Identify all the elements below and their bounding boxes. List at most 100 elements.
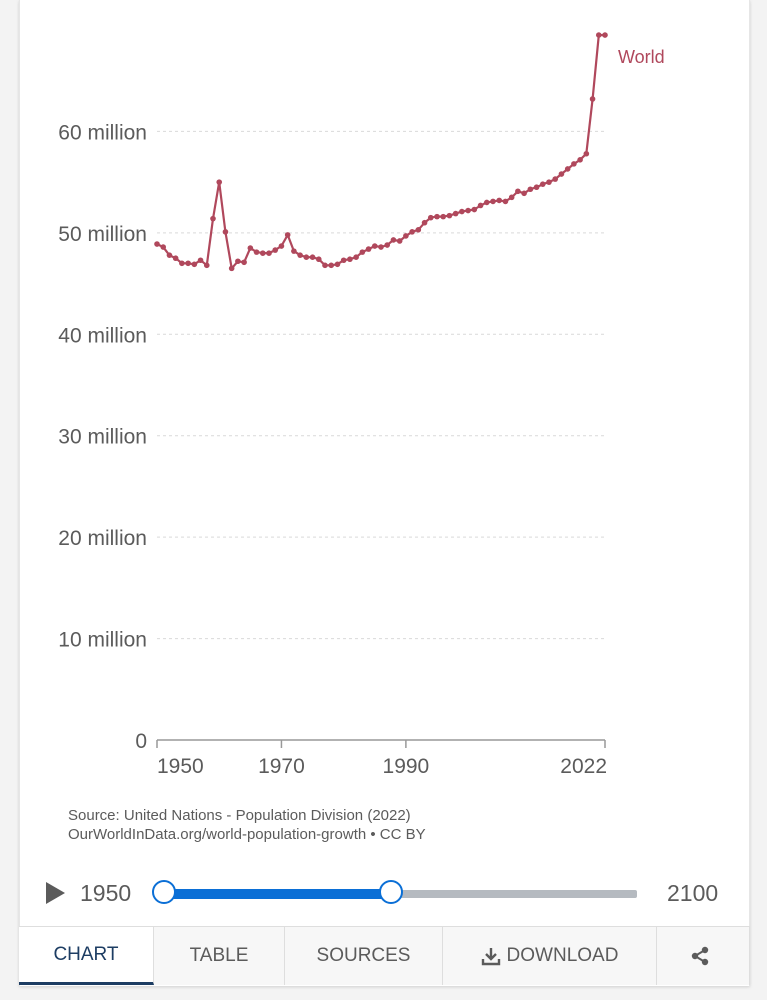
download-icon (481, 948, 500, 966)
data-point[interactable] (403, 233, 409, 239)
data-point[interactable] (253, 249, 260, 255)
line-chart: 0 10 million 20 million 30 million 40 millio… (58, 32, 665, 778)
data-point[interactable] (384, 242, 391, 248)
data-point[interactable] (465, 207, 471, 214)
data-point[interactable] (315, 256, 322, 263)
data-point[interactable] (477, 202, 484, 209)
data-point[interactable] (179, 260, 185, 267)
y-tick-label: 50 million (58, 223, 147, 246)
data-point[interactable] (185, 260, 191, 267)
tab-download-label: DOWNLOAD (506, 945, 619, 966)
x-tick-label: 1990 (383, 755, 430, 778)
data-point[interactable] (359, 249, 366, 255)
x-tick-label: 1950 (157, 755, 204, 778)
data-point[interactable] (396, 238, 403, 244)
data-point[interactable] (172, 255, 179, 262)
data-point[interactable] (160, 244, 167, 250)
data-point[interactable] (166, 252, 173, 258)
data-point[interactable] (334, 261, 341, 268)
data-point[interactable] (378, 244, 384, 250)
data-point[interactable] (459, 208, 465, 215)
data-point[interactable] (266, 250, 272, 256)
data-point[interactable] (571, 161, 577, 167)
data-point[interactable] (515, 188, 521, 195)
data-point[interactable] (228, 265, 235, 272)
tab-sources-label: SOURCES (316, 945, 411, 966)
x-tick-label: 2022 (560, 755, 607, 778)
data-point[interactable] (259, 250, 266, 256)
data-point[interactable] (278, 243, 285, 249)
data-point[interactable] (415, 227, 422, 233)
series-world[interactable]: World (154, 32, 665, 272)
data-point[interactable] (309, 254, 316, 260)
data-point[interactable] (322, 262, 328, 269)
timeline-start-handle[interactable] (152, 880, 176, 904)
data-point[interactable] (216, 179, 223, 185)
tab-table[interactable]: TABLE (154, 927, 285, 985)
data-point[interactable] (197, 257, 204, 264)
data-point[interactable] (203, 262, 210, 269)
data-point[interactable] (583, 150, 590, 157)
tab-chart-label: CHART (53, 943, 119, 965)
data-point[interactable] (340, 257, 347, 264)
tab-share[interactable] (657, 927, 750, 985)
tab-sources[interactable]: SOURCES (285, 927, 443, 985)
data-point[interactable] (291, 248, 297, 254)
data-point[interactable] (241, 259, 247, 266)
data-point[interactable] (210, 215, 216, 222)
data-point[interactable] (297, 252, 303, 258)
data-point[interactable] (409, 229, 415, 235)
data-point[interactable] (595, 32, 602, 38)
data-point[interactable] (452, 210, 459, 217)
data-point[interactable] (272, 247, 279, 253)
data-point[interactable] (471, 206, 478, 213)
play-icon[interactable] (46, 882, 65, 904)
series-label-world: World (618, 47, 665, 67)
data-point[interactable] (539, 181, 546, 187)
data-point[interactable] (508, 194, 515, 201)
source-url-line[interactable]: OurWorldInData.org/world-population-grow… (68, 826, 426, 843)
y-tick-label: 10 million (58, 629, 147, 652)
data-point[interactable] (390, 237, 397, 243)
data-point[interactable] (284, 232, 291, 238)
data-point[interactable] (328, 262, 335, 269)
data-point[interactable] (154, 241, 160, 247)
tab-download[interactable]: DOWNLOAD (443, 927, 657, 985)
data-point[interactable] (247, 245, 254, 251)
data-point[interactable] (533, 184, 540, 191)
data-point[interactable] (496, 197, 503, 204)
data-point[interactable] (564, 166, 571, 172)
data-point[interactable] (222, 229, 229, 235)
timeline-end-handle[interactable] (379, 880, 404, 904)
data-point[interactable] (191, 261, 198, 268)
data-point[interactable] (483, 199, 490, 206)
timeline-slider[interactable]: 1950 2100 (0, 870, 767, 920)
data-point[interactable] (589, 96, 596, 102)
data-point[interactable] (421, 219, 428, 226)
data-point[interactable] (502, 198, 509, 205)
timeline-selected-range[interactable] (164, 889, 392, 899)
y-tick-label: 40 million (58, 324, 147, 347)
data-point[interactable] (235, 258, 241, 265)
data-point[interactable] (371, 243, 378, 249)
tab-chart[interactable]: CHART (19, 927, 154, 985)
y-tick-label: 20 million (58, 527, 147, 550)
data-point[interactable] (347, 256, 353, 263)
data-point[interactable] (602, 32, 608, 38)
data-point[interactable] (353, 254, 359, 260)
data-point[interactable] (427, 214, 434, 221)
data-point[interactable] (434, 213, 440, 220)
data-point[interactable] (558, 171, 565, 177)
data-point[interactable] (490, 198, 496, 205)
data-point[interactable] (546, 179, 552, 185)
data-point[interactable] (365, 246, 372, 252)
data-point[interactable] (303, 254, 310, 260)
data-point[interactable] (577, 157, 583, 163)
data-point[interactable] (440, 213, 447, 220)
data-point[interactable] (527, 186, 534, 193)
data-point[interactable] (552, 176, 559, 182)
data-point[interactable] (446, 212, 453, 219)
grid-lines (157, 130, 605, 640)
data-point[interactable] (521, 190, 527, 197)
timeline-end-label: 2100 (667, 880, 719, 906)
